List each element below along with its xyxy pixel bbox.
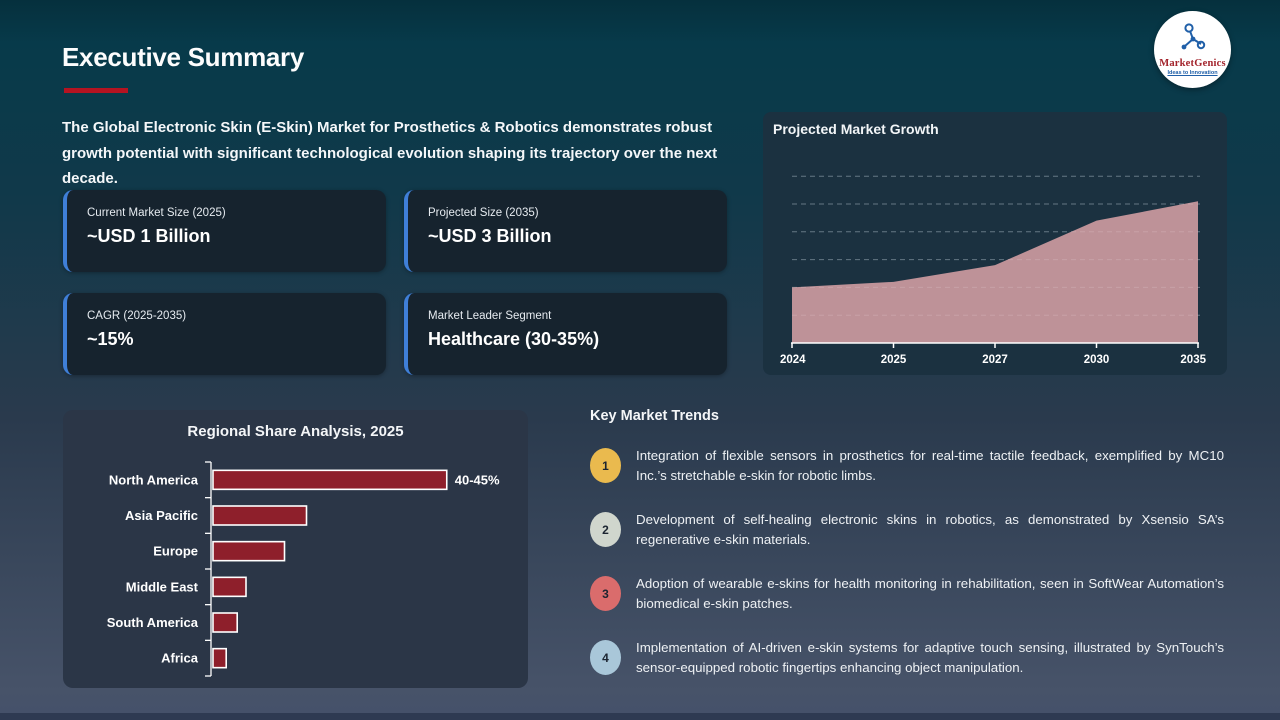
stat-value: ~15% (87, 329, 134, 349)
stat-card-projected-size: Projected Size (2035) ~USD 3 Billion (404, 190, 727, 272)
svg-text:2024: 2024 (780, 354, 806, 366)
trend-text: Implementation of AI-driven e-skin syste… (636, 640, 1224, 675)
stat-card-cagr: CAGR (2025-2035) ~15% (63, 293, 386, 375)
trend-number-badge: 2 (590, 512, 621, 547)
svg-text:Africa: Africa (161, 651, 199, 666)
svg-text:2027: 2027 (982, 354, 1008, 366)
trend-item-3: 3 Adoption of wearable e-skins for healt… (590, 574, 1224, 613)
svg-text:2035: 2035 (1180, 354, 1206, 366)
trend-text: Adoption of wearable e-skins for health … (636, 576, 1224, 611)
svg-text:2025: 2025 (881, 354, 907, 366)
svg-text:Asia Pacific: Asia Pacific (125, 508, 198, 523)
stat-label: Projected Size (2035) (428, 207, 539, 219)
trend-text: Integration of flexible sensors in prost… (636, 448, 1224, 483)
svg-text:Europe: Europe (153, 544, 198, 559)
regional-share-card: Regional Share Analysis, 2025 North Amer… (63, 410, 528, 688)
page-title: Executive Summary (62, 42, 305, 72)
regional-bar-chart: North America 40-45% Asia Pacific Europe Mid… (107, 461, 500, 677)
trend-number-badge: 1 (590, 448, 621, 483)
stat-value: Healthcare (30-35%) (428, 329, 600, 349)
growth-chart-title: Projected Market Growth (773, 121, 939, 137)
stat-card-leader-segment: Market Leader Segment Healthcare (30-35%… (404, 293, 727, 375)
logo-tagline: Ideas to Innovation (1167, 70, 1218, 76)
stat-value: ~USD 3 Billion (428, 226, 552, 246)
trend-number-badge: 3 (590, 576, 621, 611)
stat-label: Market Leader Segment (428, 310, 552, 322)
company-logo: MarketGenics Ideas to Innovation (1154, 11, 1231, 88)
svg-text:Middle East: Middle East (126, 579, 199, 594)
growth-area-chart: 2024 2025 2027 2030 2035 (780, 175, 1207, 366)
trend-item-4: 4 Implementation of AI-driven e-skin sys… (590, 638, 1224, 677)
trend-number-badge: 4 (590, 640, 621, 675)
projected-market-growth-card: Projected Market Growth 2024 2025 2027 2030… (763, 112, 1227, 375)
network-icon (1176, 23, 1210, 58)
svg-text:South America: South America (107, 615, 199, 630)
stat-cards: Current Market Size (2025) ~USD 1 Billio… (63, 190, 727, 375)
logo-name: MarketGenics (1159, 58, 1226, 69)
svg-text:North America: North America (109, 472, 199, 487)
stat-label: CAGR (2025-2035) (87, 310, 187, 322)
trend-text: Development of self-healing electronic s… (636, 512, 1224, 547)
trend-item-2: 2 Development of self-healing electronic… (590, 510, 1224, 549)
svg-text:2030: 2030 (1084, 354, 1110, 366)
stat-card-current-size: Current Market Size (2025) ~USD 1 Billio… (63, 190, 386, 272)
title-accent-underline (64, 88, 128, 93)
stat-value: ~USD 1 Billion (87, 226, 211, 246)
regional-chart-title: Regional Share Analysis, 2025 (187, 423, 404, 440)
stat-label: Current Market Size (2025) (87, 207, 226, 219)
bottom-strip (0, 713, 1280, 720)
trend-item-1: 1 Integration of flexible sensors in pro… (590, 446, 1224, 485)
trends-title: Key Market Trends (590, 408, 719, 424)
svg-text:40-45%: 40-45% (455, 472, 500, 487)
intro-paragraph: The Global Electronic Skin (E-Skin) Mark… (62, 119, 718, 187)
key-market-trends: Key Market Trends 1 Integration of flexi… (590, 408, 1224, 702)
